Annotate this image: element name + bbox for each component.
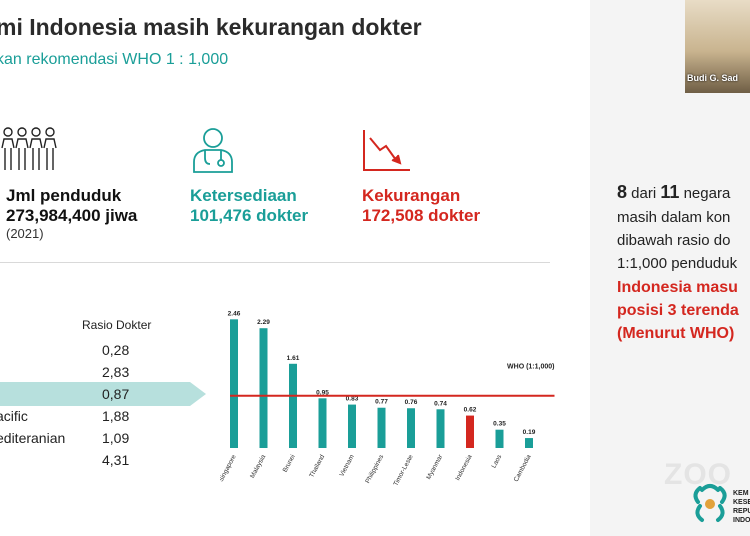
category-label: Vietnam: [338, 454, 355, 478]
logo-line: REPU: [733, 508, 750, 515]
bar-value-label: 1.61: [287, 355, 300, 362]
category-label: Thailand: [308, 453, 326, 479]
population-stat: Jml penduduk 273,984,400 jiwa (2021): [6, 186, 137, 241]
highlight-arrow: [190, 382, 206, 406]
ratio-value: 4,31: [102, 452, 130, 468]
population-value: 273,984,400 jiwa: [6, 206, 138, 225]
bar-thailand: [318, 398, 327, 448]
bar-value-label: 0.95: [316, 389, 329, 396]
summary-total: 11: [660, 182, 680, 202]
ratio-row: 0,87: [0, 383, 200, 405]
shortage-value: 172,508 dokter: [362, 206, 481, 225]
bar-value-label: 0.19: [523, 429, 536, 436]
divider: [0, 262, 550, 263]
ratio-row: 4,31: [0, 449, 200, 471]
ministry-logo-icon: [693, 484, 727, 522]
ratio-value: 0,28: [102, 342, 130, 358]
bar-value-label: 2.29: [257, 319, 270, 326]
availability-stat: Ketersediaan 101,476 dokter: [190, 186, 308, 226]
slide-title: mi Indonesia masih kekurangan dokter: [0, 14, 422, 40]
category-label: Timor-Leste: [392, 453, 415, 487]
summary-line-3: dibawah rasio do: [617, 232, 731, 249]
bar-singapore: [230, 319, 238, 448]
bar-brunei: [289, 363, 297, 448]
summary-line-2: masih dalam kon: [617, 209, 731, 226]
who-reference-label: WHO (1:1,000): [507, 364, 554, 371]
ratio-value: 1,88: [102, 408, 130, 424]
summary-red-3: (Menurut WHO): [617, 325, 735, 342]
summary-count: 8: [617, 182, 628, 202]
category-label: Indonesia: [454, 453, 474, 482]
bar-value-label: 0.83: [346, 396, 359, 403]
category-label: Myanmar: [425, 453, 444, 481]
bar-vietnam: [348, 404, 356, 448]
bar-philippines: [377, 407, 386, 448]
category-label: Laos: [490, 453, 503, 469]
population-year: (2021): [6, 226, 44, 241]
availability-label: Ketersediaan: [190, 186, 297, 205]
summary-red-1: Indonesia masu: [617, 279, 738, 296]
bar-value-label: 0.77: [375, 399, 388, 406]
ratio-row: 2,83: [0, 361, 200, 383]
bar-value-label: 0.74: [434, 400, 447, 407]
zoom-watermark: ZOO: [664, 458, 732, 491]
logo-line: INDO: [733, 517, 750, 524]
bar-laos: [495, 429, 504, 448]
bar-value-label: 0.35: [493, 421, 506, 428]
ratio-region: editeranian: [0, 430, 66, 446]
bar-value-label: 2.46: [228, 310, 241, 317]
slide: mi Indonesia masih kekurangan dokter kan…: [0, 0, 590, 536]
logo-line: KESE: [733, 499, 750, 506]
category-label: Singapore: [220, 453, 238, 483]
ministry-logo-text: KEM KESE REPU INDO: [733, 489, 750, 525]
ratio-value: 2,83: [102, 364, 130, 380]
category-label: Cambodia: [513, 453, 533, 483]
summary-suffix: negara: [679, 185, 731, 202]
declining-chart-icon: [363, 130, 410, 171]
summary-mid: dari: [627, 185, 661, 202]
ratio-value: 1,09: [102, 430, 130, 446]
ratio-row: editeranian 1,09: [0, 427, 200, 449]
highlight-band: [0, 382, 190, 406]
slide-subtitle: kan rekomendasi WHO 1 : 1,000: [0, 51, 229, 68]
ratio-header: Rasio Dokter: [82, 318, 152, 332]
bar-timor-leste: [407, 408, 415, 448]
ratio-row: 0,28: [0, 339, 200, 361]
people-icon: [1, 127, 57, 170]
bar-malaysia: [259, 328, 268, 448]
summary-line-1: 8 dari 11 negara: [617, 182, 730, 203]
bar-value-label: 0.62: [464, 407, 477, 414]
summary-red-2: posisi 3 terenda: [617, 302, 739, 319]
bar-value-label: 0.76: [405, 399, 418, 406]
doctor-ratio-bar-chart: 2.46 Singapore 2.29 Malaysia 1.61 Brunei 0.95 T…: [220, 310, 555, 487]
bar-cambodia: [525, 438, 533, 448]
ratio-value: 0,87: [102, 386, 130, 402]
population-label: Jml penduduk: [6, 186, 122, 205]
bar-indonesia: [466, 415, 474, 448]
shortage-stat: Kekurangan 172,508 dokter: [362, 186, 480, 226]
ratio-region: acific: [0, 408, 28, 424]
participant-video: Budi G. Sad: [685, 0, 750, 93]
availability-value: 101,476 dokter: [190, 206, 309, 225]
doctor-icon: [193, 128, 233, 173]
logo-line: KEM: [733, 490, 749, 497]
video-background: [685, 0, 750, 93]
participant-name: Budi G. Sad: [687, 73, 739, 83]
summary-line-4: 1:1,000 penduduk: [617, 255, 738, 272]
category-label: Philippines: [364, 453, 385, 485]
bar-myanmar: [436, 409, 445, 448]
shortage-label: Kekurangan: [362, 186, 461, 205]
category-label: Malaysia: [249, 453, 267, 479]
ratio-row: acific 1,88: [0, 405, 200, 427]
category-label: Brunei: [282, 454, 297, 474]
